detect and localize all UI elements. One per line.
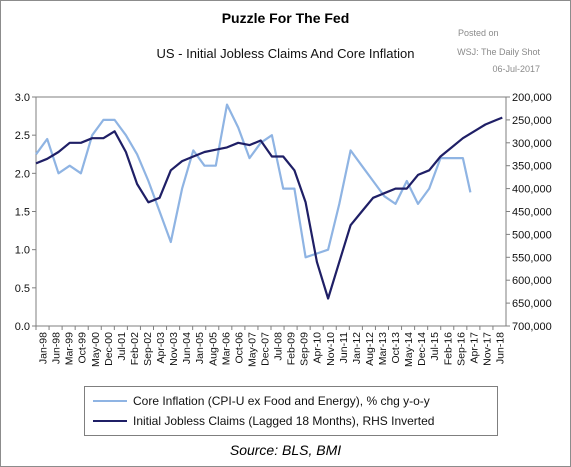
x-tick-label: Feb-16: [442, 332, 454, 365]
legend-label-core-inflation: Core Inflation (CPI-U ex Food and Energy…: [133, 394, 430, 408]
y-left-tick-label: 3.0: [15, 92, 30, 104]
x-tick-label: Apr-10: [312, 332, 324, 364]
watermark-line-1: Posted on: [458, 28, 499, 38]
x-tick-label: Apr-17: [468, 332, 480, 364]
legend: Core Inflation (CPI-U ex Food and Energy…: [84, 386, 498, 436]
x-tick-label: Mar-06: [220, 332, 232, 365]
y-right-tick-label: 400,000: [512, 184, 552, 196]
x-tick-label: Dec-00: [103, 332, 115, 366]
y-right-tick-label: 700,000: [512, 321, 552, 333]
x-tick-label: Jun-98: [51, 332, 63, 364]
watermark-line-2: WSJ: The Daily Shot: [457, 47, 540, 57]
watermark-line-3: 06-Jul-2017: [492, 64, 540, 74]
plot-area: [35, 96, 507, 327]
x-tick-label: Sep-09: [299, 332, 311, 366]
x-tick-label: Oct-99: [77, 332, 89, 364]
x-tick-label: Jan-98: [38, 332, 50, 364]
legend-swatch-jobless-claims: [93, 420, 127, 422]
series-line-jobless-claims: [35, 116, 503, 300]
x-tick-label: Nov-17: [481, 332, 493, 366]
y-left-tick-label: 1.5: [15, 207, 30, 219]
x-tick-label: Oct-13: [390, 332, 402, 364]
y-left-tick-label: 0.5: [15, 283, 30, 295]
x-tick-label: May-14: [403, 332, 415, 367]
legend-item-core-inflation: Core Inflation (CPI-U ex Food and Energy…: [93, 393, 430, 409]
chart-subtitle: US - Initial Jobless Claims And Core Inf…: [156, 46, 415, 61]
y-left-tick-label: 1.0: [15, 245, 30, 257]
chart-source: Source: BLS, BMI: [229, 442, 342, 458]
x-tick-label: Nov-10: [325, 332, 337, 366]
y-right-tick-label: 500,000: [512, 229, 552, 241]
y-right-tick-label: 550,000: [512, 252, 552, 264]
x-tick-label: Jul-08: [273, 332, 285, 361]
y-left-tick-label: 2.0: [15, 168, 30, 180]
y-right-tick-label: 300,000: [512, 138, 552, 150]
series-line-core-inflation: [35, 103, 472, 259]
x-tick-label: Jan-12: [351, 332, 363, 364]
y-left-tick-label: 0.0: [15, 321, 30, 333]
x-tick-label: Jun-11: [338, 332, 350, 363]
y-right-tick-label: 600,000: [512, 275, 552, 287]
x-tick-label: Apr-03: [155, 332, 167, 364]
x-tick-label: Aug-12: [364, 332, 376, 366]
x-tick-label: May-07: [246, 332, 258, 367]
x-tick-label: Feb-02: [129, 332, 141, 365]
y-right-tick-label: 350,000: [512, 161, 552, 173]
x-tick-label: Mar-99: [64, 332, 76, 365]
x-tick-label: May-00: [90, 332, 102, 367]
x-tick-label: Aug-05: [207, 332, 219, 366]
x-tick-label: Jan-05: [194, 332, 206, 364]
y-right-tick-label: 450,000: [512, 207, 552, 219]
legend-item-jobless-claims: Initial Jobless Claims (Lagged 18 Months…: [93, 413, 434, 429]
chart-title: Puzzle For The Fed: [221, 10, 350, 26]
legend-swatch-core-inflation: [93, 400, 127, 402]
x-tick-label: Jul-15: [429, 332, 441, 361]
legend-label-jobless-claims: Initial Jobless Claims (Lagged 18 Months…: [133, 414, 435, 428]
y-right-tick-label: 200,000: [512, 92, 552, 104]
x-tick-label: Mar-13: [377, 332, 389, 365]
x-tick-label: Jun-04: [181, 332, 193, 364]
chart-plot: 0.0 0.5 1.0 1.5 2.0 2.5 3.0 200,000 250,000 300,0…: [15, 92, 552, 367]
x-tick-label: Feb-09: [286, 332, 298, 365]
y-right-tick-label: 650,000: [512, 298, 552, 310]
x-tick-label: Sep-02: [142, 332, 154, 366]
x-tick-label: Jul-01: [116, 332, 128, 361]
x-tick-label: Jun-18: [494, 332, 506, 364]
x-tick-label: Nov-03: [168, 332, 180, 366]
y-right-tick-label: 250,000: [512, 115, 552, 127]
x-tick-label: Oct-06: [233, 332, 245, 364]
y-left-tick-label: 2.5: [15, 130, 30, 142]
x-tick-label: Dec-14: [416, 332, 428, 366]
x-tick-label: Dec-07: [259, 332, 271, 366]
x-tick-label: Sep-16: [455, 332, 467, 366]
